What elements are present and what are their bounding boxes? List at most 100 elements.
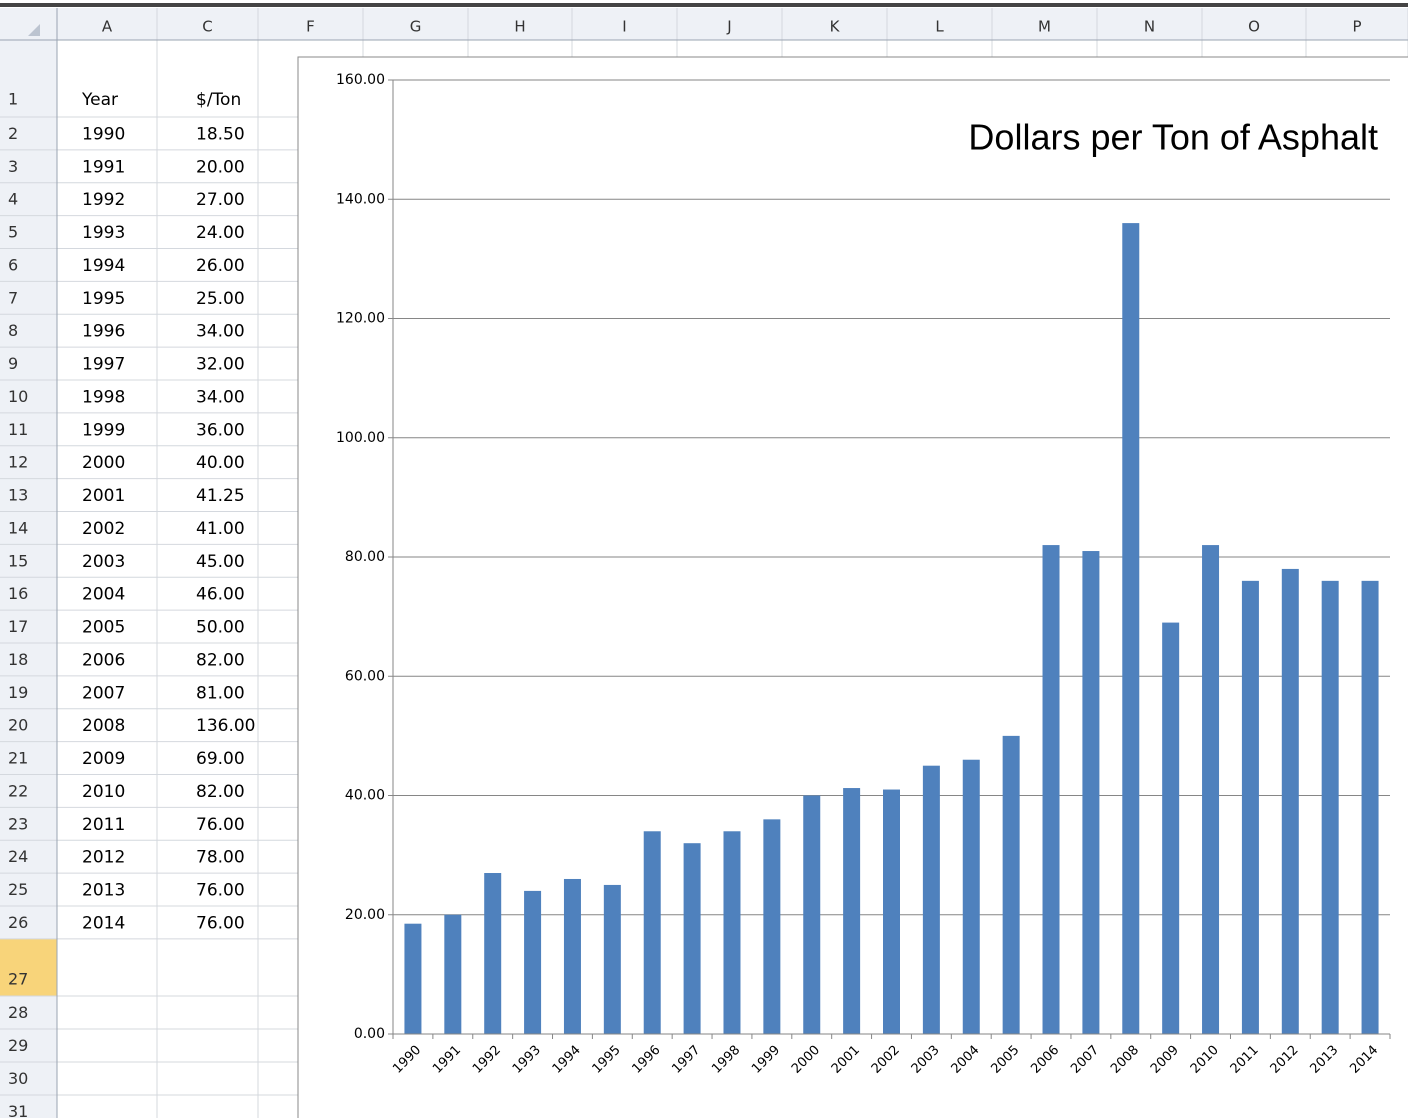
row-header[interactable]: 19 bbox=[8, 683, 28, 702]
row-header[interactable]: 3 bbox=[8, 157, 18, 176]
cell[interactable]: 82.00 bbox=[196, 650, 245, 670]
row-header[interactable]: 24 bbox=[8, 847, 28, 866]
row-header[interactable]: 13 bbox=[8, 486, 28, 505]
column-header[interactable]: J bbox=[726, 18, 731, 36]
cell[interactable]: 40.00 bbox=[196, 453, 245, 473]
row-header[interactable]: 23 bbox=[8, 814, 28, 833]
row-header[interactable]: 2 bbox=[8, 124, 18, 143]
cell[interactable]: 2005 bbox=[82, 618, 125, 638]
row-header[interactable]: 10 bbox=[8, 387, 28, 406]
cell[interactable]: 2011 bbox=[82, 815, 125, 835]
column-header[interactable]: G bbox=[410, 18, 422, 36]
cell-header[interactable]: $/Ton bbox=[196, 90, 241, 110]
cell[interactable]: 27.00 bbox=[196, 190, 245, 210]
cell[interactable]: 81.00 bbox=[196, 683, 245, 703]
row-header[interactable]: 30 bbox=[8, 1069, 28, 1088]
cell[interactable]: 82.00 bbox=[196, 782, 245, 802]
cell[interactable]: 78.00 bbox=[196, 848, 245, 868]
cell[interactable]: 41.00 bbox=[196, 519, 245, 539]
cell[interactable]: 2001 bbox=[82, 486, 125, 506]
row-header[interactable]: 16 bbox=[8, 584, 28, 603]
cell[interactable]: 1990 bbox=[82, 124, 125, 144]
cell[interactable]: 34.00 bbox=[196, 387, 245, 407]
row-header[interactable]: 12 bbox=[8, 453, 28, 472]
cell[interactable]: 2002 bbox=[82, 519, 125, 539]
column-header[interactable]: P bbox=[1352, 18, 1361, 36]
bar bbox=[1321, 580, 1339, 1034]
cell[interactable]: 2010 bbox=[82, 782, 125, 802]
cell[interactable]: 2013 bbox=[82, 881, 125, 901]
cell[interactable]: 36.00 bbox=[196, 420, 245, 440]
row-header[interactable]: 5 bbox=[8, 223, 18, 242]
row-header[interactable]: 17 bbox=[8, 617, 28, 636]
column-header[interactable]: O bbox=[1248, 18, 1260, 36]
cell[interactable]: 136.00 bbox=[196, 716, 255, 736]
row-header[interactable]: 29 bbox=[8, 1036, 28, 1055]
cell[interactable]: 76.00 bbox=[196, 815, 245, 835]
cell[interactable]: 18.50 bbox=[196, 124, 245, 144]
cell[interactable]: 34.00 bbox=[196, 322, 245, 342]
cell[interactable]: 1994 bbox=[82, 256, 125, 276]
cell[interactable]: 45.00 bbox=[196, 552, 245, 572]
row-header[interactable]: 8 bbox=[8, 321, 18, 340]
bar bbox=[763, 819, 781, 1034]
cell[interactable]: 41.25 bbox=[196, 486, 245, 506]
cell[interactable]: 1991 bbox=[82, 157, 125, 177]
cell[interactable]: 46.00 bbox=[196, 585, 245, 605]
column-header[interactable]: C bbox=[202, 18, 212, 36]
cell[interactable]: 2014 bbox=[82, 913, 125, 933]
row-header[interactable]: 22 bbox=[8, 781, 28, 800]
row-header[interactable]: 6 bbox=[8, 255, 18, 274]
column-header[interactable]: F bbox=[306, 18, 315, 36]
cell[interactable]: 1998 bbox=[82, 387, 125, 407]
cell[interactable]: 50.00 bbox=[196, 618, 245, 638]
cell[interactable]: 26.00 bbox=[196, 256, 245, 276]
row-header[interactable]: 9 bbox=[8, 354, 18, 373]
cell[interactable]: 76.00 bbox=[196, 913, 245, 933]
cell-header[interactable]: Year bbox=[81, 90, 118, 110]
cell[interactable]: 1999 bbox=[82, 420, 125, 440]
cell[interactable]: 1995 bbox=[82, 289, 125, 309]
row-header[interactable]: 14 bbox=[8, 518, 28, 537]
cell[interactable]: 69.00 bbox=[196, 749, 245, 769]
row-header[interactable]: 11 bbox=[8, 420, 28, 439]
row-header[interactable]: 28 bbox=[8, 1003, 28, 1022]
row-header[interactable]: 21 bbox=[8, 749, 28, 768]
row-header[interactable]: 27 bbox=[8, 970, 28, 989]
column-header[interactable]: M bbox=[1038, 18, 1051, 36]
column-header[interactable]: I bbox=[622, 18, 626, 36]
cell[interactable]: 2012 bbox=[82, 848, 125, 868]
column-header[interactable]: A bbox=[102, 18, 113, 36]
column-header[interactable]: N bbox=[1144, 18, 1155, 36]
column-header[interactable]: L bbox=[935, 18, 944, 36]
row-header[interactable]: 20 bbox=[8, 716, 28, 735]
select-all[interactable] bbox=[28, 24, 40, 36]
cell[interactable]: 2007 bbox=[82, 683, 125, 703]
cell[interactable]: 2006 bbox=[82, 650, 125, 670]
row-header[interactable]: 1 bbox=[8, 90, 18, 109]
cell[interactable]: 2003 bbox=[82, 552, 125, 572]
column-header[interactable]: K bbox=[830, 18, 841, 36]
row-header[interactable]: 7 bbox=[8, 288, 18, 307]
cell[interactable]: 25.00 bbox=[196, 289, 245, 309]
cell[interactable]: 2000 bbox=[82, 453, 125, 473]
cell[interactable]: 32.00 bbox=[196, 355, 245, 375]
cell[interactable]: 76.00 bbox=[196, 881, 245, 901]
row-header[interactable]: 18 bbox=[8, 650, 28, 669]
cell[interactable]: 24.00 bbox=[196, 223, 245, 243]
cell[interactable]: 1996 bbox=[82, 322, 125, 342]
cell[interactable]: 2008 bbox=[82, 716, 125, 736]
row-header[interactable]: 31 bbox=[8, 1102, 28, 1118]
row-header[interactable]: 15 bbox=[8, 551, 28, 570]
column-header[interactable]: H bbox=[514, 18, 525, 36]
cell[interactable]: 2004 bbox=[82, 585, 125, 605]
cell[interactable]: 1997 bbox=[82, 355, 125, 375]
row-header[interactable]: 25 bbox=[8, 880, 28, 899]
row-header[interactable]: 4 bbox=[8, 190, 18, 209]
cell[interactable]: 1993 bbox=[82, 223, 125, 243]
cell[interactable]: 20.00 bbox=[196, 157, 245, 177]
row-header[interactable]: 26 bbox=[8, 913, 28, 932]
cell[interactable]: 2009 bbox=[82, 749, 125, 769]
cell[interactable]: 1992 bbox=[82, 190, 125, 210]
bar bbox=[803, 795, 821, 1034]
